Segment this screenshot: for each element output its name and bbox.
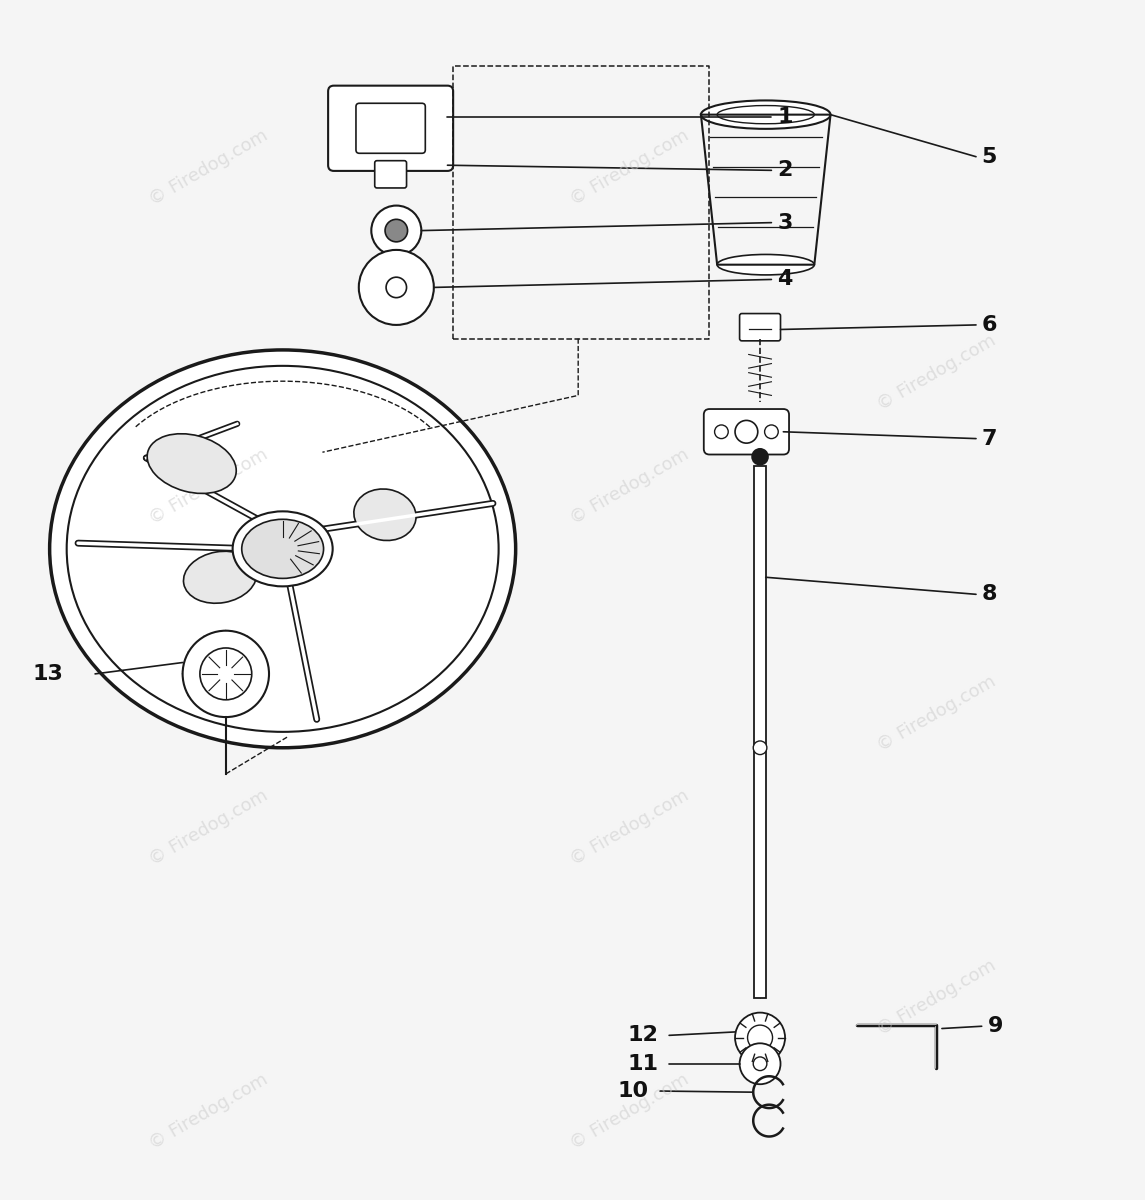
Text: © Firedog.com: © Firedog.com [874,956,998,1039]
Circle shape [371,205,421,256]
Text: © Firedog.com: © Firedog.com [567,1070,692,1153]
Text: 11: 11 [627,1054,658,1074]
Text: 3: 3 [777,212,792,233]
Text: 7: 7 [981,428,997,449]
Circle shape [735,1013,785,1063]
Text: 8: 8 [981,584,997,605]
Text: 4: 4 [777,270,792,289]
Ellipse shape [66,366,498,732]
Text: 9: 9 [987,1016,1003,1037]
Polygon shape [755,466,766,998]
Text: 1: 1 [777,107,792,127]
FancyBboxPatch shape [704,409,789,455]
Ellipse shape [717,254,814,275]
Circle shape [200,648,252,700]
Text: © Firedog.com: © Firedog.com [147,445,271,528]
Text: 2: 2 [777,161,792,180]
Ellipse shape [183,551,256,604]
Text: © Firedog.com: © Firedog.com [147,127,271,209]
Circle shape [748,1025,773,1050]
Ellipse shape [237,515,329,583]
Text: © Firedog.com: © Firedog.com [567,127,692,209]
Circle shape [182,631,269,718]
Ellipse shape [717,106,814,124]
Text: © Firedog.com: © Firedog.com [147,1070,271,1153]
Text: 13: 13 [32,664,63,684]
Circle shape [714,425,728,438]
Ellipse shape [242,520,324,578]
Ellipse shape [354,488,416,540]
FancyBboxPatch shape [356,103,425,154]
Text: 10: 10 [618,1081,649,1102]
Text: © Firedog.com: © Firedog.com [147,786,271,869]
Circle shape [753,740,767,755]
Circle shape [386,277,406,298]
Circle shape [765,425,779,438]
FancyBboxPatch shape [329,85,453,170]
Circle shape [735,420,758,443]
Text: © Firedog.com: © Firedog.com [567,445,692,528]
Text: 12: 12 [627,1025,658,1045]
Ellipse shape [148,433,236,493]
Text: 5: 5 [981,146,997,167]
FancyBboxPatch shape [374,161,406,188]
Circle shape [740,1043,781,1085]
FancyBboxPatch shape [740,313,781,341]
Circle shape [753,1057,767,1070]
Circle shape [385,220,408,242]
Text: © Firedog.com: © Firedog.com [567,786,692,869]
Ellipse shape [232,511,333,587]
Ellipse shape [49,350,515,748]
Circle shape [358,250,434,325]
Text: © Firedog.com: © Firedog.com [874,331,998,414]
Ellipse shape [701,101,830,128]
Text: © Firedog.com: © Firedog.com [874,672,998,755]
Text: 6: 6 [981,314,997,335]
Circle shape [752,449,768,464]
